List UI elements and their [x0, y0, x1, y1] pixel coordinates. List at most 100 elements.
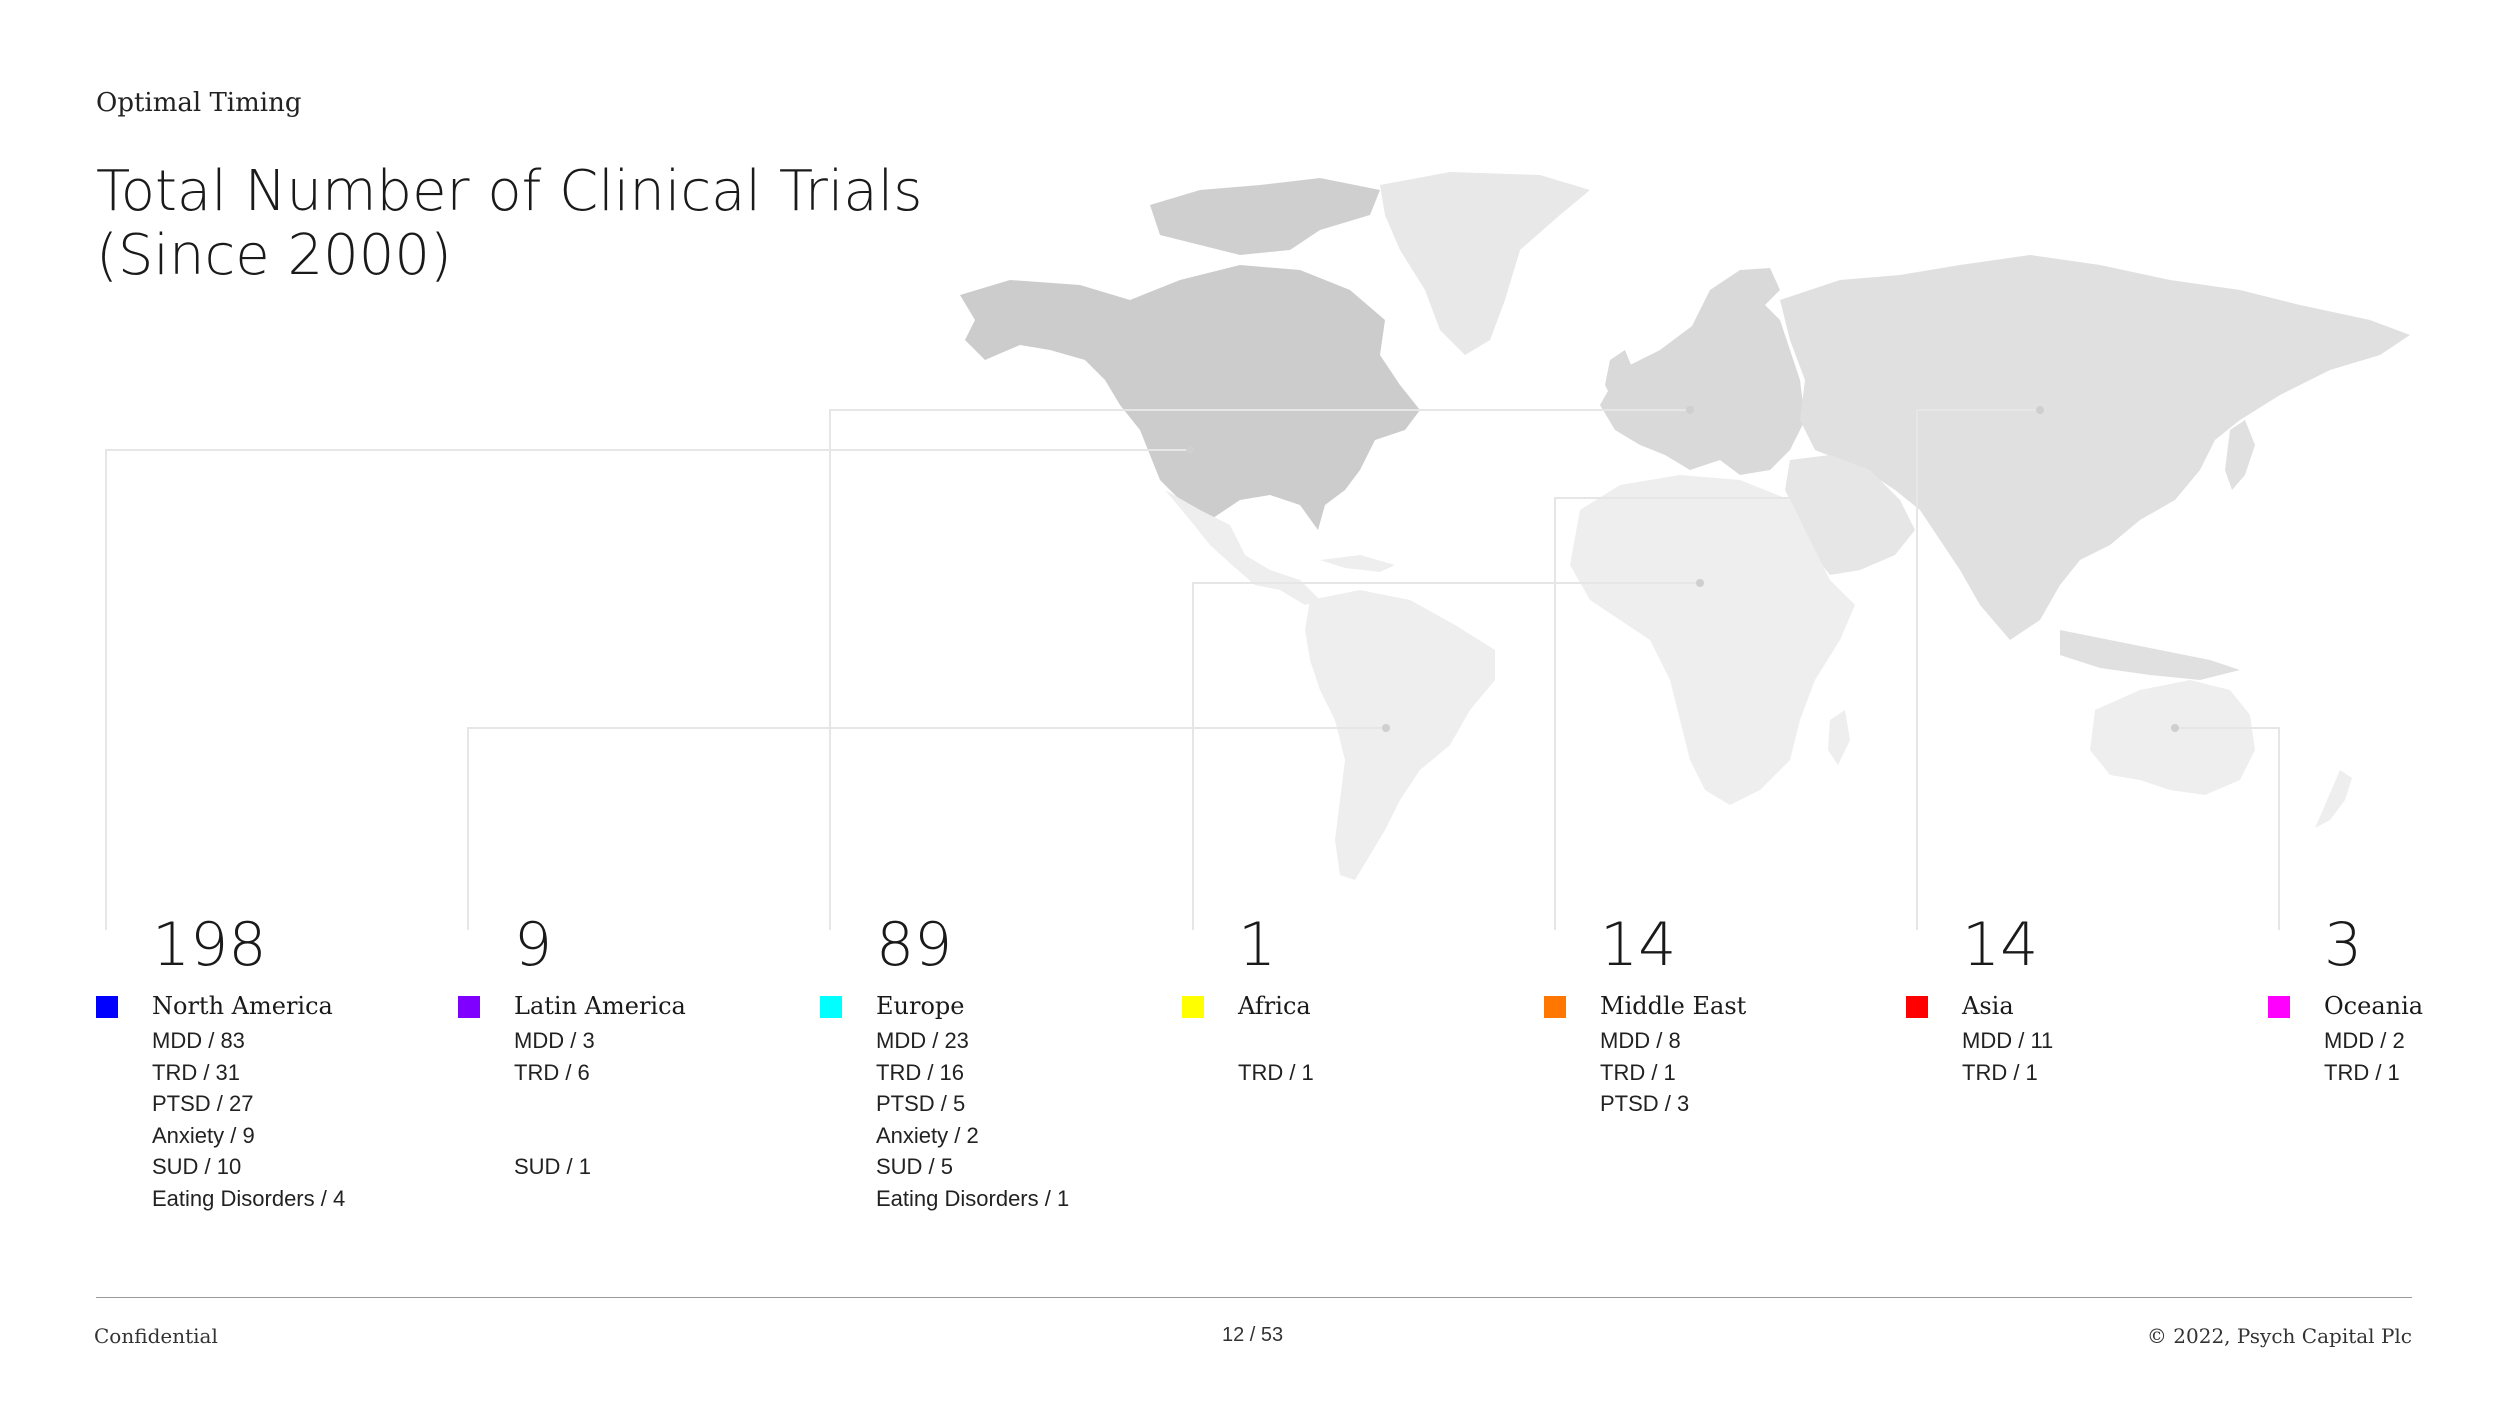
region-name: North America — [152, 992, 333, 1020]
dot-europe — [1686, 406, 1694, 414]
region-item: MDD / 23 — [876, 1028, 969, 1053]
region-item — [1238, 1183, 1314, 1215]
region-items: MDD / 2 TRD / 1 — [2324, 1025, 2405, 1214]
region-item — [1962, 1120, 2053, 1152]
region-item: PTSD / 5 — [876, 1091, 966, 1116]
leader-africa — [1192, 582, 1700, 930]
region-item: TRD / 6 — [514, 1059, 590, 1085]
region-item: MDD / 83 — [152, 1028, 245, 1053]
region-count: 14 — [1600, 910, 1677, 980]
region-name: Asia — [1962, 992, 2014, 1020]
region-items: TRD / 1 — [1238, 1025, 1314, 1214]
region-item: Eating Disorders / 1 — [876, 1185, 1070, 1211]
region-swatch — [820, 996, 842, 1018]
map-scandinavia — [1690, 268, 1780, 345]
leader-europe — [829, 409, 1690, 930]
map-north-america — [960, 265, 1420, 530]
leader-oceania — [2175, 727, 2280, 930]
region-item — [1238, 1151, 1314, 1183]
region-swatch — [1182, 996, 1204, 1018]
region-swatch — [1544, 996, 1566, 1018]
page-title: Total Number of Clinical Trials (Since 2… — [96, 160, 996, 288]
footer-confidential: Confidential — [94, 1324, 218, 1348]
region-item: TRD / 1 — [1962, 1059, 2038, 1085]
map-europe — [1600, 300, 1805, 475]
region-count: 9 — [514, 910, 553, 980]
region-items: MDD / 23 TRD / 16 PTSD / 5 Anxiety / 2 S… — [876, 1025, 1069, 1214]
region-items: MDD / 3 TRD / 6 SUD / 1 — [514, 1025, 595, 1214]
leader-north-america — [105, 449, 1190, 930]
region-item: SUD / 1 — [514, 1154, 592, 1179]
region-item: MDD / 11 — [1962, 1028, 2054, 1053]
region-swatch — [458, 996, 480, 1018]
dot-africa — [1696, 579, 1704, 587]
region-item — [2324, 1088, 2405, 1120]
region-item: PTSD / 3 — [1600, 1091, 1690, 1116]
region-item: MDD / 2 — [2324, 1028, 2405, 1053]
region-items: MDD / 11 TRD / 1 — [1962, 1025, 2053, 1214]
region-item: TRD / 1 — [1600, 1059, 1676, 1085]
map-japan — [2225, 420, 2255, 490]
region-swatch — [1906, 996, 1928, 1018]
region-item — [2324, 1183, 2405, 1215]
region-items: MDD / 8 TRD / 1 PTSD / 3 — [1600, 1025, 1689, 1214]
region-item — [1600, 1120, 1689, 1152]
region-item — [1238, 1088, 1314, 1120]
map-arctic-islands — [1150, 178, 1380, 255]
region-item: MDD / 3 — [514, 1028, 595, 1053]
leader-dots — [1186, 406, 2179, 732]
footer-divider — [96, 1297, 2412, 1298]
region-item — [1600, 1151, 1689, 1183]
region-name: Africa — [1238, 992, 1311, 1020]
region-item — [1238, 1120, 1314, 1152]
map-caribbean — [1320, 555, 1395, 572]
region-swatch — [2268, 996, 2290, 1018]
region-item: Eating Disorders / 4 — [152, 1185, 346, 1211]
map-africa — [1570, 475, 1855, 805]
map-australia — [2090, 680, 2255, 795]
region-item — [514, 1183, 595, 1215]
region-item: SUD / 5 — [876, 1154, 954, 1179]
region-item: MDD / 8 — [1600, 1028, 1681, 1053]
region-name: Latin America — [514, 992, 686, 1020]
map-central-america — [1165, 490, 1320, 605]
region-item: TRD / 16 — [876, 1059, 965, 1085]
map-southeast-asia — [2060, 630, 2240, 680]
region-item: TRD / 31 — [152, 1059, 241, 1085]
region-count: 3 — [2324, 910, 2363, 980]
region-item: SUD / 10 — [152, 1154, 242, 1179]
leader-middle-east — [1554, 497, 1820, 930]
map-new-zealand — [2315, 770, 2352, 828]
map-south-america — [1305, 590, 1495, 880]
region-item: TRD / 1 — [2324, 1059, 2400, 1085]
map-uk — [1605, 350, 1635, 405]
region-count: 198 — [152, 910, 267, 980]
region-name: Europe — [876, 992, 965, 1020]
leader-asia — [1916, 409, 2040, 930]
region-item: TRD / 1 — [1238, 1059, 1314, 1085]
region-count: 14 — [1962, 910, 2039, 980]
region-item: PTSD / 27 — [152, 1091, 254, 1116]
map-asia — [1780, 255, 2410, 640]
dot-north-america — [1186, 446, 1194, 454]
dot-latin-america — [1382, 724, 1390, 732]
map-middle-east — [1785, 455, 1915, 575]
region-items: MDD / 83 TRD / 31 PTSD / 27 Anxiety / 9 … — [152, 1025, 345, 1214]
region-item — [1600, 1183, 1689, 1215]
dot-oceania — [2171, 724, 2179, 732]
section-label: Optimal Timing — [96, 88, 302, 118]
region-swatch — [96, 996, 118, 1018]
region-item — [1238, 1025, 1314, 1057]
footer-copyright: © 2022, Psych Capital Plc — [2146, 1324, 2412, 1348]
page-number: 12 / 53 — [1222, 1324, 1284, 1346]
region-item: Anxiety / 9 — [152, 1122, 255, 1148]
region-item — [2324, 1151, 2405, 1183]
region-item — [2324, 1120, 2405, 1152]
region-item — [514, 1120, 595, 1152]
region-count: 89 — [876, 910, 953, 980]
region-item — [514, 1088, 595, 1120]
region-item — [1962, 1088, 2053, 1120]
region-item — [1962, 1183, 2053, 1215]
dot-asia — [2036, 406, 2044, 414]
